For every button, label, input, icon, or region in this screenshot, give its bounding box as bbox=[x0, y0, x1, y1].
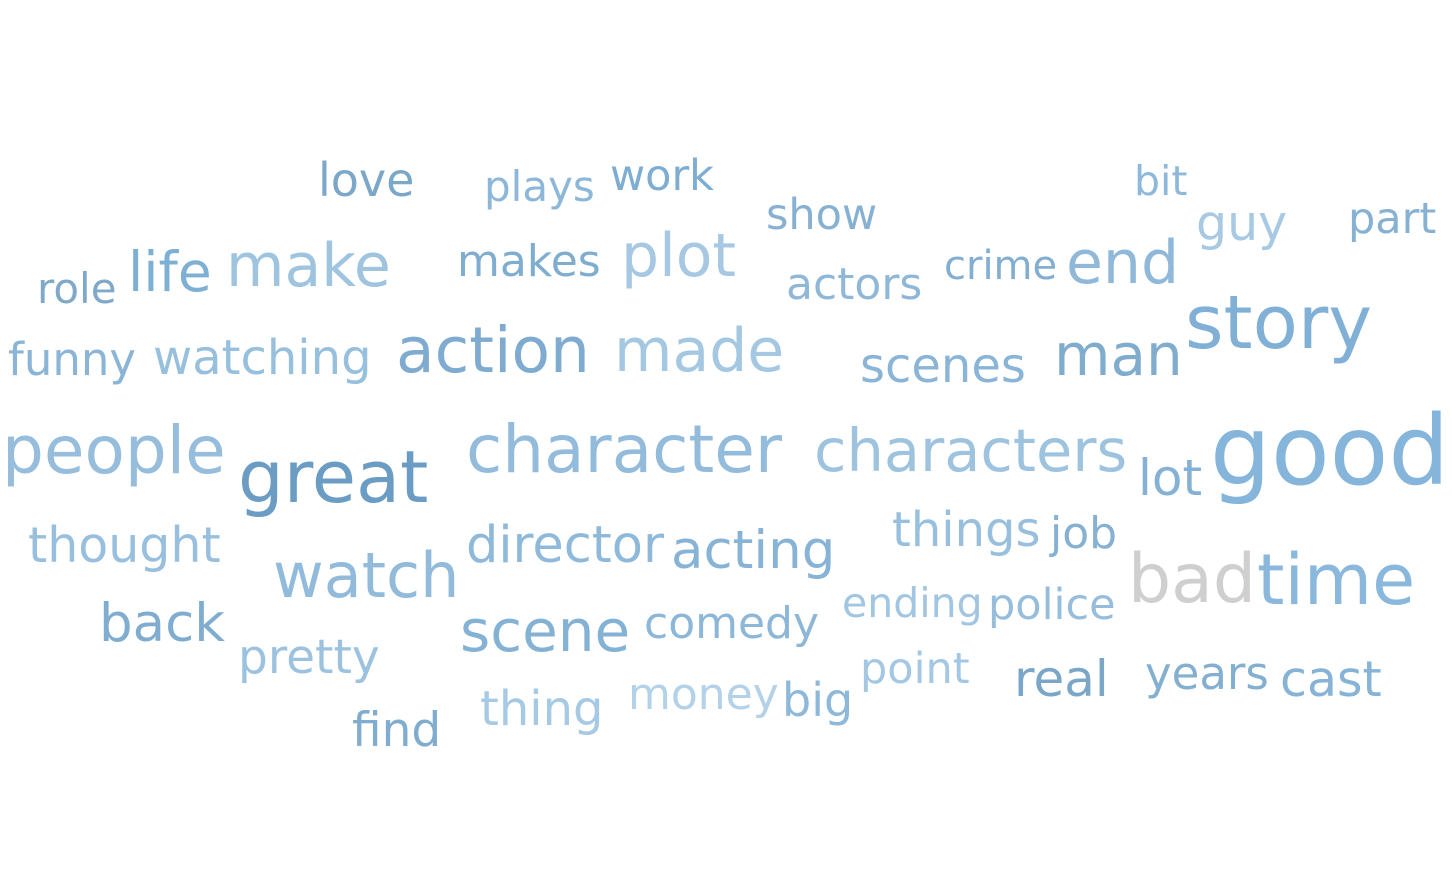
word-great: great bbox=[238, 435, 429, 519]
word-character: character bbox=[466, 411, 783, 488]
word-police: police bbox=[988, 580, 1116, 630]
word-find: find bbox=[352, 703, 442, 758]
word-end: end bbox=[1066, 228, 1180, 298]
word-good: good bbox=[1210, 395, 1450, 507]
word-crime: crime bbox=[944, 243, 1058, 289]
word-action: action bbox=[396, 314, 590, 387]
word-show: show bbox=[766, 190, 878, 240]
word-guy: guy bbox=[1196, 195, 1288, 252]
word-acting: acting bbox=[671, 520, 836, 581]
word-watching: watching bbox=[153, 330, 372, 386]
word-life: life bbox=[128, 240, 212, 304]
word-years: years bbox=[1145, 647, 1269, 700]
word-scenes: scenes bbox=[860, 338, 1026, 394]
word-scene: scene bbox=[460, 597, 631, 665]
word-story: story bbox=[1185, 280, 1373, 366]
word-man: man bbox=[1054, 321, 1183, 389]
word-back: back bbox=[99, 593, 225, 654]
word-lot: lot bbox=[1138, 449, 1203, 507]
word-characters: characters bbox=[814, 416, 1128, 485]
word-part: part bbox=[1348, 194, 1437, 244]
word-big: big bbox=[782, 673, 854, 727]
word-funny: funny bbox=[8, 333, 137, 386]
word-cast: cast bbox=[1280, 651, 1382, 708]
word-role: role bbox=[37, 264, 117, 313]
word-money: money bbox=[628, 669, 779, 720]
word-point: point bbox=[860, 644, 970, 694]
word-watch: watch bbox=[273, 539, 460, 612]
word-real: real bbox=[1014, 650, 1109, 708]
word-love: love bbox=[318, 153, 415, 207]
word-makes: makes bbox=[457, 236, 601, 287]
word-bad: bad bbox=[1128, 540, 1256, 619]
word-director: director bbox=[466, 516, 664, 575]
word-thing: thing bbox=[480, 681, 604, 737]
word-people: people bbox=[2, 412, 226, 489]
word-plot: plot bbox=[621, 221, 736, 291]
word-things: things bbox=[892, 502, 1041, 558]
word-time: time bbox=[1257, 539, 1416, 621]
word-work: work bbox=[610, 151, 715, 201]
word-make: make bbox=[226, 231, 391, 301]
word-made: made bbox=[614, 316, 785, 386]
word-plays: plays bbox=[484, 162, 595, 211]
word-comedy: comedy bbox=[644, 598, 820, 649]
word-actors: actors bbox=[786, 259, 923, 310]
word-pretty: pretty bbox=[238, 630, 380, 685]
word-job: job bbox=[1050, 508, 1118, 559]
word-bit: bit bbox=[1134, 157, 1188, 205]
word-thought: thought bbox=[28, 517, 221, 574]
word-ending: ending bbox=[842, 579, 983, 627]
